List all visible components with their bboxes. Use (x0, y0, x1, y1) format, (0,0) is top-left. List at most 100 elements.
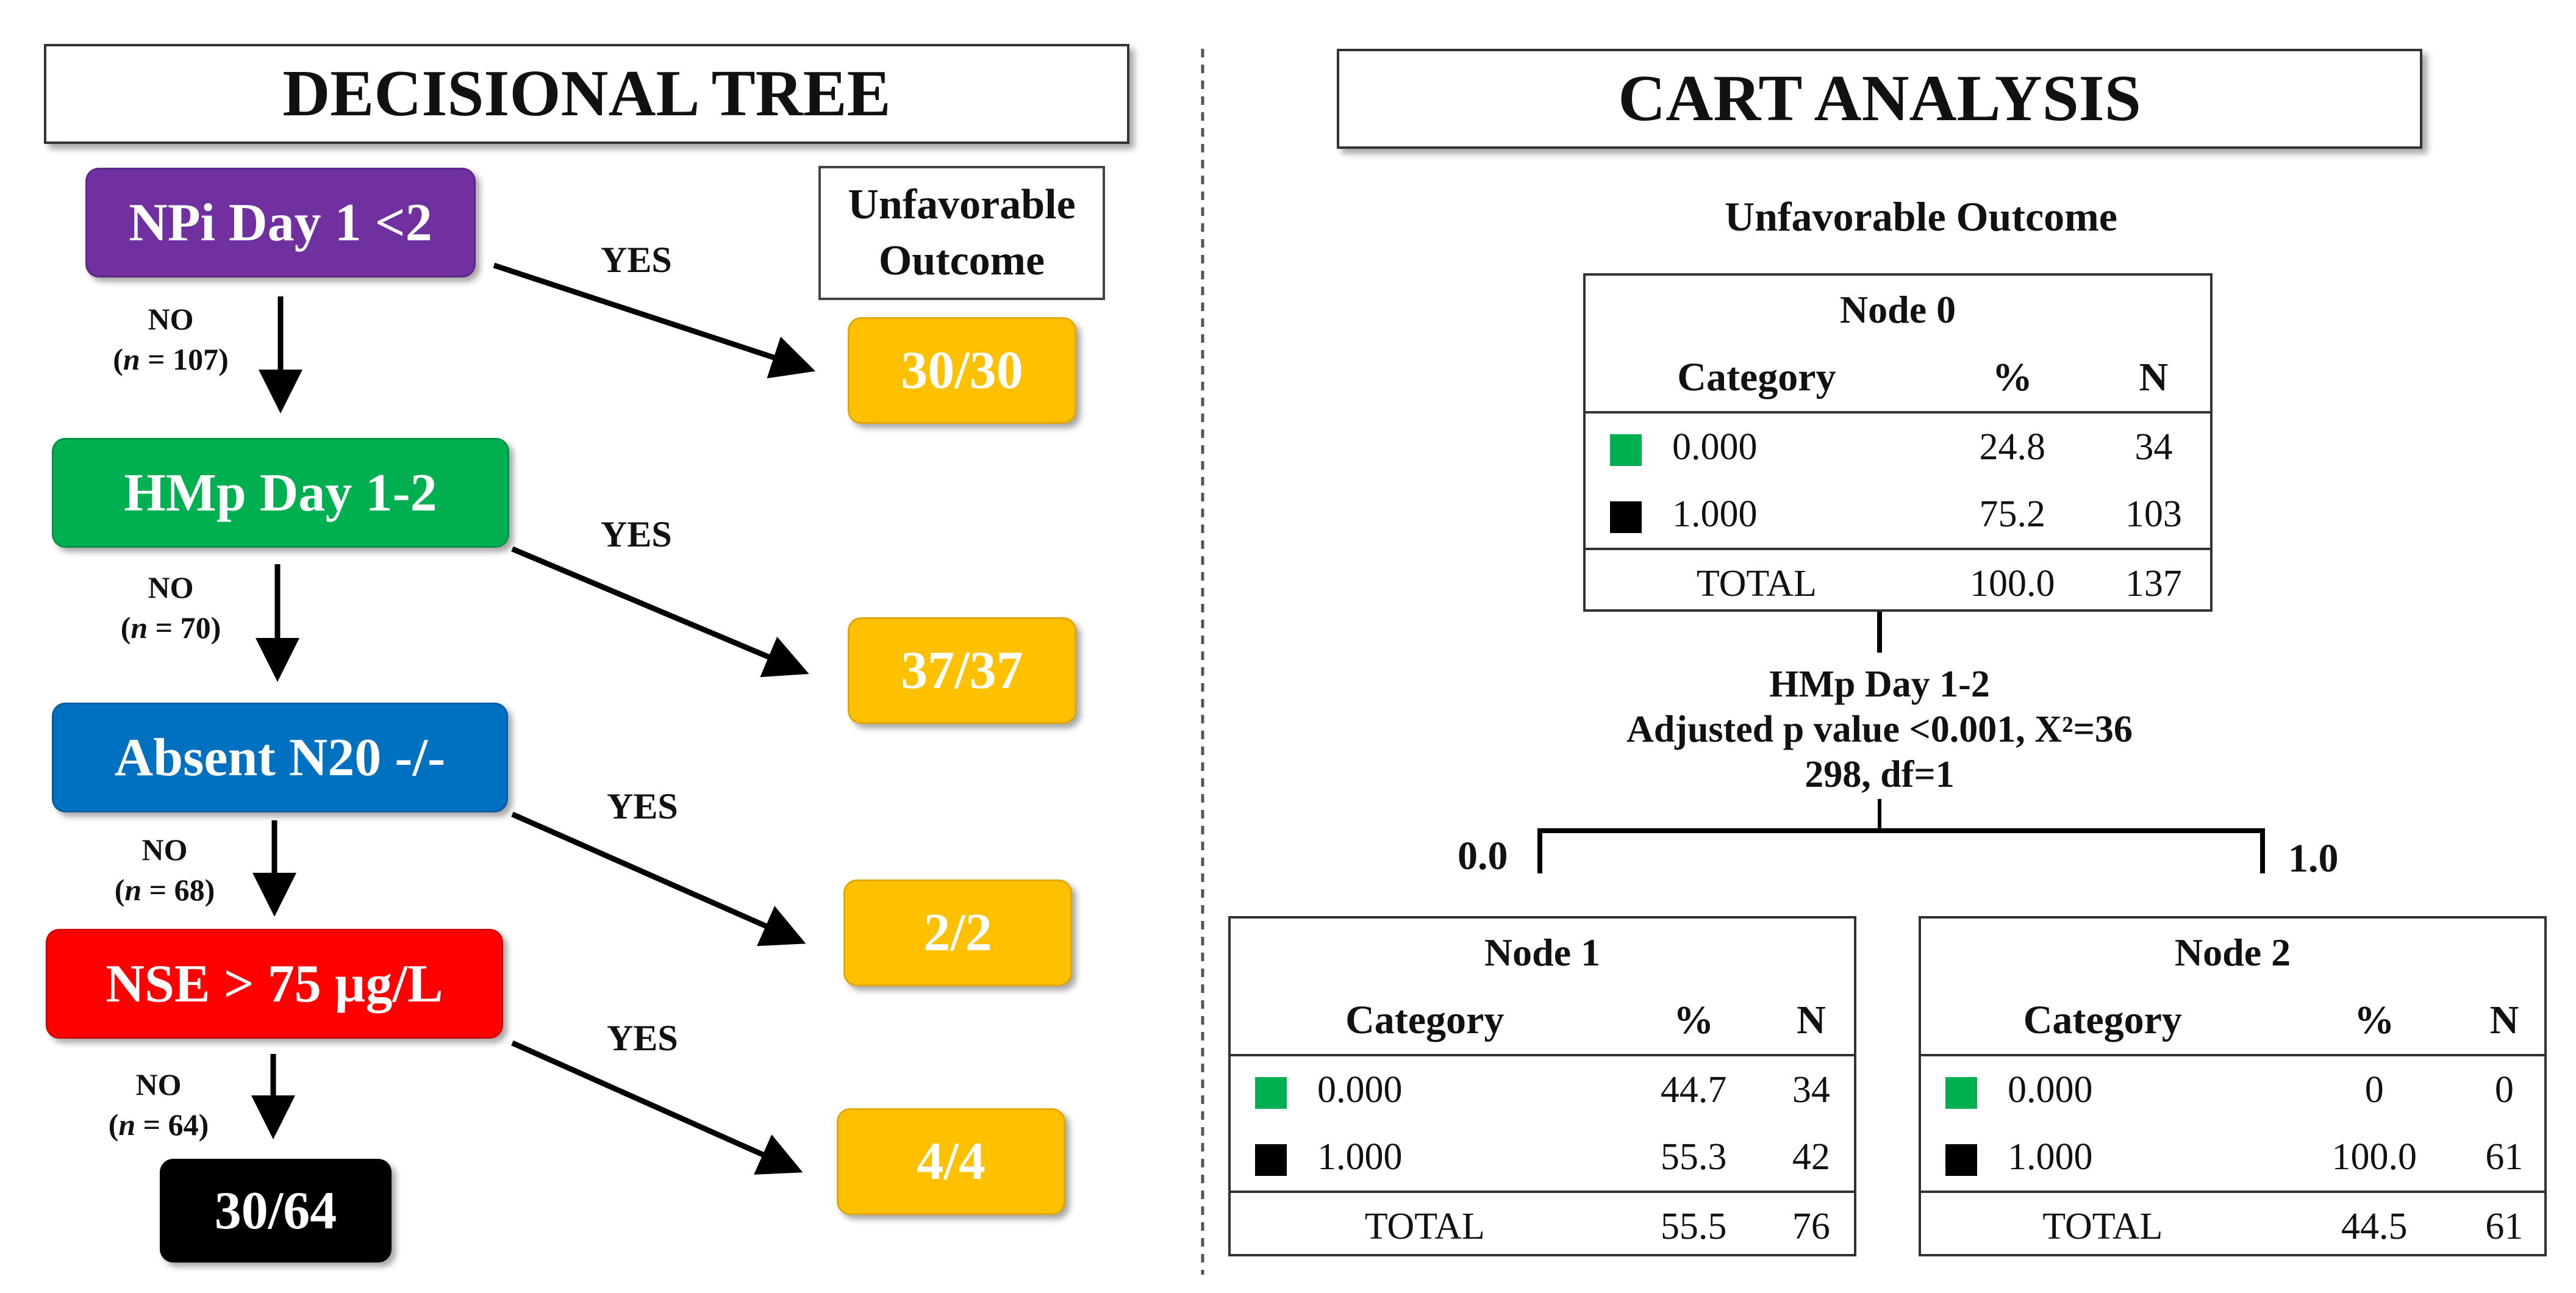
node-0-header-category: Category (1677, 355, 1836, 399)
node-0-header-pct: % (1992, 355, 2033, 399)
node-1-n-1: 42 (1792, 1136, 1830, 1178)
branch-right-label: 1.0 (2288, 836, 2339, 881)
black-square-icon (1610, 501, 1642, 534)
n-text-1: (n = 107) (113, 342, 229, 376)
node-2-header-pct: % (2354, 998, 2395, 1042)
result-box-3: 2/2 (843, 879, 1072, 986)
node-0-n-1: 103 (2125, 493, 2182, 535)
node-2-total-pct: 44.5 (2284, 1191, 2464, 1260)
split-line-1: HMp Day 1-2 (1769, 664, 1990, 705)
no-text-4: NO (135, 1067, 182, 1101)
result-box-1: 30/30 (848, 317, 1076, 424)
unfavorable-outcome-line2: Outcome (878, 237, 1045, 284)
node-0: Node 0 Category % N 0.000 24.8 34 1.000 … (1583, 273, 2213, 617)
node-0-total-label: TOTAL (1586, 548, 1928, 617)
cart-subtitle: Unfavorable Outcome (1724, 193, 2117, 240)
result-box-2: 37/37 (848, 617, 1076, 724)
node-1-header-n: N (1797, 998, 1826, 1042)
table-row: 0.000 24.8 34 (1586, 411, 2210, 481)
node-2-header-n: N (2489, 998, 2519, 1042)
node-2-header-category: Category (2023, 998, 2182, 1042)
node-2-cat-1: 1.000 (2008, 1136, 2093, 1178)
node-0-total-n: 137 (2097, 548, 2210, 617)
node-0-cat-1: 1.000 (1672, 493, 1758, 535)
node-0-header-n: N (2139, 355, 2169, 399)
no-text-2: NO (148, 570, 194, 604)
yes-label-4: YES (607, 1018, 678, 1058)
node-0-title: Node 0 (1839, 288, 1956, 331)
step-npi-day1: NPi Day 1 <2 (85, 168, 476, 278)
branch-bracket (1537, 828, 2265, 873)
node-1-total-n: 76 (1768, 1191, 1854, 1260)
node-1-table: Node 1 Category % N 0.000 44.7 34 1.000 … (1231, 919, 1854, 1260)
node-1-pct-1: 55.3 (1660, 1136, 1727, 1178)
yes-label-2: YES (601, 514, 672, 554)
table-row: 0.000 0 0 (1921, 1054, 2544, 1123)
no-label-3: NO (n = 68) (85, 829, 244, 910)
node-1-title: Node 1 (1484, 931, 1601, 974)
decisional-tree-title: DECISIONAL TREE (44, 44, 1129, 144)
step-hmp-day1-2: HMp Day 1-2 (52, 438, 509, 548)
black-square-icon (1255, 1144, 1287, 1177)
no-label-4: NO (n = 64) (79, 1064, 238, 1145)
table-row: 1.000 55.3 42 (1231, 1123, 1854, 1192)
yes-arrow-1 (493, 262, 816, 379)
node-1-cat-1: 1.000 (1317, 1136, 1403, 1178)
table-row: TOTAL 100.0 137 (1586, 548, 2210, 617)
node-2-n-0: 0 (2464, 1054, 2544, 1123)
step-absent-n20: Absent N20 -/- (52, 703, 508, 812)
split-description: HMp Day 1-2 Adjusted p value <0.001, X²=… (1575, 662, 2184, 797)
node-2-title: Node 2 (2174, 931, 2291, 974)
node-2-n-1: 61 (2485, 1136, 2524, 1178)
n-text-2: (n = 70) (120, 611, 221, 645)
node-0-table: Node 0 Category % N 0.000 24.8 34 1.000 … (1586, 276, 2210, 617)
yes-label-3: YES (607, 786, 678, 826)
no-label-1: NO (n = 107) (91, 299, 250, 379)
yes-arrow-2 (511, 546, 809, 678)
node-1-header-category: Category (1345, 998, 1504, 1042)
table-row: TOTAL 55.5 76 (1231, 1191, 1854, 1260)
node-1-header-pct: % (1673, 998, 1714, 1042)
green-square-icon (1610, 434, 1642, 467)
green-square-icon (1255, 1077, 1287, 1109)
node-2-pct-1: 100.0 (2331, 1136, 2417, 1178)
node-0-total-pct: 100.0 (1927, 548, 2097, 617)
result-box-4: 4/4 (837, 1108, 1065, 1215)
node-0-pct-0: 24.8 (1927, 411, 2097, 481)
node-0-n-0: 34 (2097, 411, 2210, 481)
n-text-3: (n = 68) (114, 873, 215, 907)
node-2-total-label: TOTAL (1921, 1191, 2284, 1260)
node-2-cat-0: 0.000 (2008, 1069, 2093, 1111)
split-line-2: Adjusted p value <0.001, X²=36 (1626, 709, 2133, 750)
node-1-total-pct: 55.5 (1619, 1191, 1769, 1260)
yes-arrow-3 (511, 811, 806, 947)
yes-label-1: YES (601, 240, 672, 280)
branch-left-label: 0.0 (1458, 834, 1508, 878)
final-result: 30/64 (160, 1159, 392, 1263)
table-row: 1.000 100.0 61 (1921, 1123, 2544, 1192)
node-0-pct-1: 75.2 (1979, 493, 2046, 535)
no-label-2: NO (n = 70) (91, 567, 250, 648)
no-text-1: NO (148, 302, 194, 336)
node-1: Node 1 Category % N 0.000 44.7 34 1.000 … (1228, 916, 1856, 1260)
node-2-pct-0: 0 (2284, 1054, 2464, 1123)
unfavorable-outcome-line1: Unfavorable (848, 181, 1076, 228)
unfavorable-outcome-header: Unfavorable Outcome (818, 166, 1105, 300)
node-2-table: Node 2 Category % N 0.000 0 0 1.000 100.… (1921, 919, 2544, 1260)
cart-analysis-title: CART ANALYSIS (1337, 49, 2422, 149)
n-text-4: (n = 64) (108, 1108, 209, 1142)
green-square-icon (1945, 1077, 1977, 1109)
table-row: 1.000 75.2 103 (1586, 481, 2210, 549)
node-2-total-n: 61 (2464, 1191, 2544, 1260)
table-row: TOTAL 44.5 61 (1921, 1191, 2544, 1260)
node-2: Node 2 Category % N 0.000 0 0 1.000 100.… (1919, 916, 2547, 1260)
node-1-pct-0: 44.7 (1619, 1054, 1769, 1123)
yes-arrow-4 (511, 1040, 803, 1175)
split-line-3: 298, df=1 (1805, 754, 1955, 795)
step-nse: NSE > 75 µg/L (46, 929, 503, 1039)
node-0-cat-0: 0.000 (1672, 426, 1758, 468)
no-text-3: NO (141, 833, 188, 867)
node-1-cat-0: 0.000 (1317, 1069, 1403, 1111)
node-1-total-label: TOTAL (1231, 1191, 1619, 1260)
